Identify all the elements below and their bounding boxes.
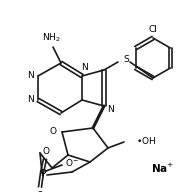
Text: Na$^{+}$: Na$^{+}$ <box>152 161 174 175</box>
Text: N: N <box>82 64 88 73</box>
Text: S: S <box>123 55 129 65</box>
Text: NH$_2$: NH$_2$ <box>42 32 60 44</box>
Text: N: N <box>108 104 114 113</box>
Text: O: O <box>36 190 43 192</box>
Text: O: O <box>42 146 49 156</box>
Text: O: O <box>49 127 57 137</box>
Text: P: P <box>40 169 46 177</box>
Text: N: N <box>28 95 34 104</box>
Text: N: N <box>28 71 34 80</box>
Text: $•$OH: $•$OH <box>136 136 156 146</box>
Text: Cl: Cl <box>149 25 157 33</box>
Text: O$^{-}$: O$^{-}$ <box>65 156 79 167</box>
